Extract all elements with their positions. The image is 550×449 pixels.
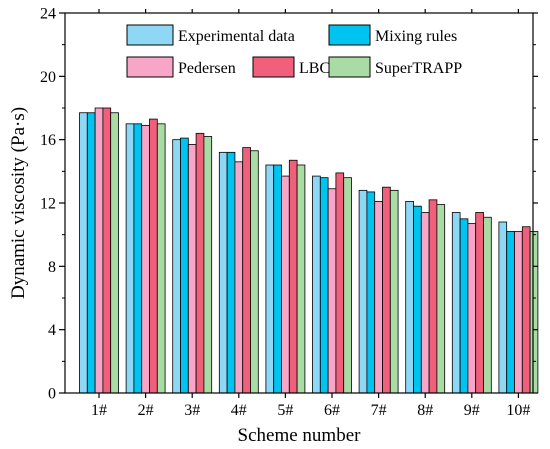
bar-pedersen-4: [234, 161, 244, 394]
bar-pedersen-5: [281, 175, 290, 394]
bar-mixing-rules-10: [506, 231, 515, 394]
x-tick-label: 4#: [231, 402, 247, 419]
x-axis-title: Scheme number: [238, 425, 362, 446]
bar-lbc-7: [382, 186, 391, 394]
bar-pedersen-8: [420, 212, 430, 394]
bar-experimental-data-6: [312, 175, 321, 394]
bar-mixing-rules-5: [273, 164, 282, 394]
bar-lbc-5: [288, 159, 298, 394]
bar-lbc-2: [149, 118, 158, 394]
y-tick-label: 0: [48, 386, 56, 403]
legend-swatch-lbc: [252, 56, 295, 78]
bar-mixing-rules-8: [413, 205, 422, 394]
bar-mixing-rules-4: [226, 151, 236, 394]
bar-mixing-rules-7: [366, 191, 376, 394]
bar-experimental-data-1: [79, 112, 88, 394]
bar-experimental-data-4: [218, 151, 228, 394]
legend-label-experimental-data: Experimental data: [178, 28, 295, 45]
y-axis-title: Dynamic viscosity (Pa·s): [8, 107, 29, 299]
bar-supertrapp-8: [436, 204, 446, 394]
y-tick-label: 16: [40, 132, 56, 149]
bar-lbc-10: [521, 226, 531, 394]
bar-supertrapp-6: [343, 177, 352, 394]
bar-experimental-data-2: [125, 123, 135, 394]
y-tick-label: 20: [40, 69, 56, 86]
axes-layer: 0 4 8 12 16 20 24 1# 2# 3# 4# 5# 6# 7# 8# 9# 10#: [40, 6, 538, 419]
bar-mixing-rules-3: [180, 137, 189, 394]
x-tick-label: 9#: [464, 402, 480, 419]
legend-swatch-pedersen: [126, 56, 174, 78]
y-tick-label: 12: [40, 196, 56, 213]
bar-supertrapp-7: [389, 189, 399, 394]
x-tick-label: 1#: [91, 402, 107, 419]
legend-label-mixing-rules: Mixing rules: [375, 28, 457, 45]
bar-supertrapp-4: [250, 150, 259, 394]
bar-lbc-8: [428, 199, 438, 394]
bar-pedersen-10: [514, 231, 523, 394]
bar-experimental-data-9: [451, 212, 461, 394]
x-tick-label: 10#: [506, 402, 530, 419]
legend-swatch-supertrapp: [328, 56, 371, 78]
bar-lbc-4: [242, 147, 251, 394]
x-tick-label: 8#: [417, 402, 433, 419]
bar-pedersen-3: [187, 144, 197, 394]
bar-pedersen-1: [94, 107, 104, 394]
bar-supertrapp-2: [156, 123, 166, 394]
bar-pedersen-9: [467, 223, 477, 394]
bar-experimental-data-5: [265, 164, 275, 394]
x-tick-label: 7#: [371, 402, 387, 419]
legend-label-lbc: LBC: [299, 60, 330, 77]
bar-mixing-rules-1: [86, 112, 96, 394]
bars-layer: [79, 107, 539, 394]
bar-experimental-data-7: [358, 189, 368, 394]
bar-pedersen-6: [327, 188, 337, 394]
bar-mixing-rules-2: [133, 123, 143, 394]
bar-mixing-rules-9: [459, 218, 469, 394]
bar-lbc-9: [475, 212, 484, 394]
bar-supertrapp-5: [296, 164, 306, 394]
x-tick-label: 5#: [277, 402, 293, 419]
legend-label-supertrapp: SuperTRAPP: [375, 60, 462, 77]
bar-pedersen-2: [141, 125, 150, 394]
legend-swatch-experimental-data: [126, 24, 174, 46]
y-tick-label: 4: [48, 322, 56, 339]
bar-pedersen-7: [374, 201, 383, 394]
x-tick-label: 2#: [138, 402, 154, 419]
bar-experimental-data-8: [405, 201, 414, 394]
y-tick-label: 24: [40, 6, 56, 23]
bar-supertrapp-10: [529, 231, 539, 394]
bar-mixing-rules-6: [319, 177, 329, 394]
legend-swatch-mixing-rules: [328, 24, 371, 46]
bar-supertrapp-9: [483, 216, 492, 394]
bar-lbc-3: [195, 132, 205, 394]
bar-experimental-data-10: [498, 221, 508, 394]
legend-label-pedersen: Pedersen: [178, 60, 236, 77]
legend: Experimental data Mixing rules Pedersen LBC…: [126, 24, 462, 78]
bar-supertrapp-3: [203, 136, 213, 394]
bar-lbc-1: [102, 107, 112, 394]
x-tick-label: 6#: [324, 402, 340, 419]
bar-experimental-data-3: [172, 139, 181, 394]
bar-supertrapp-1: [110, 112, 119, 394]
bar-lbc-6: [335, 172, 345, 394]
y-tick-label: 8: [48, 259, 56, 276]
x-tick-label: 3#: [184, 402, 200, 419]
